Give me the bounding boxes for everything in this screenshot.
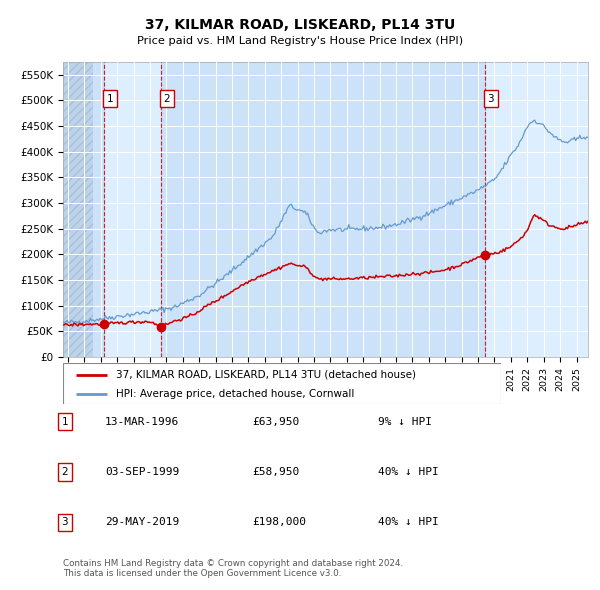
Text: 29-MAY-2019: 29-MAY-2019 — [105, 517, 179, 527]
Text: 13-MAR-1996: 13-MAR-1996 — [105, 417, 179, 427]
Bar — [63, 62, 104, 357]
Text: 37, KILMAR ROAD, LISKEARD, PL14 3TU (detached house): 37, KILMAR ROAD, LISKEARD, PL14 3TU (det… — [116, 370, 416, 380]
Text: £58,950: £58,950 — [252, 467, 299, 477]
Text: £198,000: £198,000 — [252, 517, 306, 527]
Text: 3: 3 — [487, 94, 494, 104]
Text: 1: 1 — [106, 94, 113, 104]
Text: 1: 1 — [61, 417, 68, 427]
Text: 9% ↓ HPI: 9% ↓ HPI — [378, 417, 432, 427]
Text: 40% ↓ HPI: 40% ↓ HPI — [378, 517, 439, 527]
Text: HPI: Average price, detached house, Cornwall: HPI: Average price, detached house, Corn… — [116, 389, 354, 398]
Text: Contains HM Land Registry data © Crown copyright and database right 2024.
This d: Contains HM Land Registry data © Crown c… — [63, 559, 403, 578]
Bar — [63, 62, 92, 357]
Text: Price paid vs. HM Land Registry's House Price Index (HPI): Price paid vs. HM Land Registry's House … — [137, 37, 463, 46]
Text: 2: 2 — [163, 94, 170, 104]
Bar — [161, 62, 485, 357]
FancyBboxPatch shape — [63, 363, 501, 404]
Text: 2: 2 — [61, 467, 68, 477]
Text: 03-SEP-1999: 03-SEP-1999 — [105, 467, 179, 477]
Text: 37, KILMAR ROAD, LISKEARD, PL14 3TU: 37, KILMAR ROAD, LISKEARD, PL14 3TU — [145, 18, 455, 32]
Text: 3: 3 — [61, 517, 68, 527]
Text: £63,950: £63,950 — [252, 417, 299, 427]
Text: 40% ↓ HPI: 40% ↓ HPI — [378, 467, 439, 477]
